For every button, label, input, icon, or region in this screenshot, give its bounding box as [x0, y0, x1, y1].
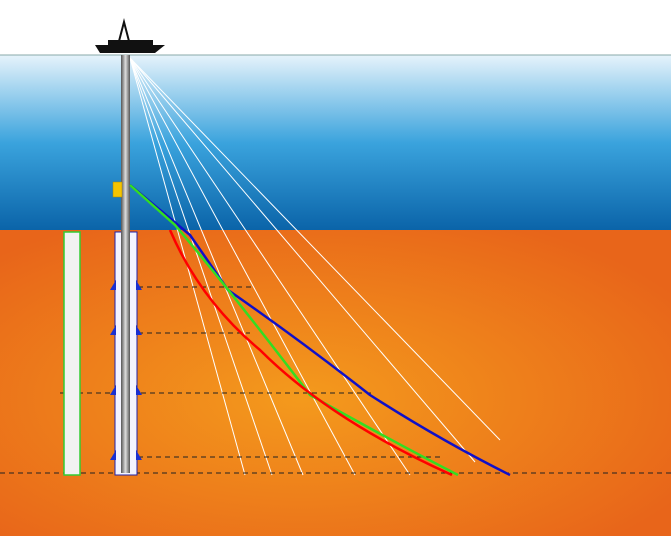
shoe	[110, 450, 116, 460]
shoe	[136, 385, 142, 395]
sea	[0, 55, 671, 231]
shoe	[110, 325, 116, 335]
shoe	[110, 385, 116, 395]
rays	[129, 57, 501, 476]
blue-trajectory	[129, 184, 511, 477]
shoe	[136, 325, 142, 335]
shoe	[136, 280, 142, 290]
red-trajectory	[168, 229, 453, 477]
ray	[129, 57, 273, 476]
ray	[129, 57, 411, 476]
ray	[129, 57, 501, 441]
offset-well	[63, 231, 81, 476]
ray	[129, 57, 356, 476]
deck	[108, 40, 153, 46]
vessel	[95, 18, 165, 53]
ray	[129, 57, 304, 476]
shoe	[136, 450, 142, 460]
seabed	[0, 230, 671, 536]
ray	[129, 57, 476, 463]
shoe	[110, 280, 116, 290]
hull	[95, 45, 165, 53]
depth-lines	[0, 286, 671, 474]
riser	[121, 55, 130, 473]
sensor	[112, 181, 123, 198]
casing-shoes	[110, 280, 142, 460]
